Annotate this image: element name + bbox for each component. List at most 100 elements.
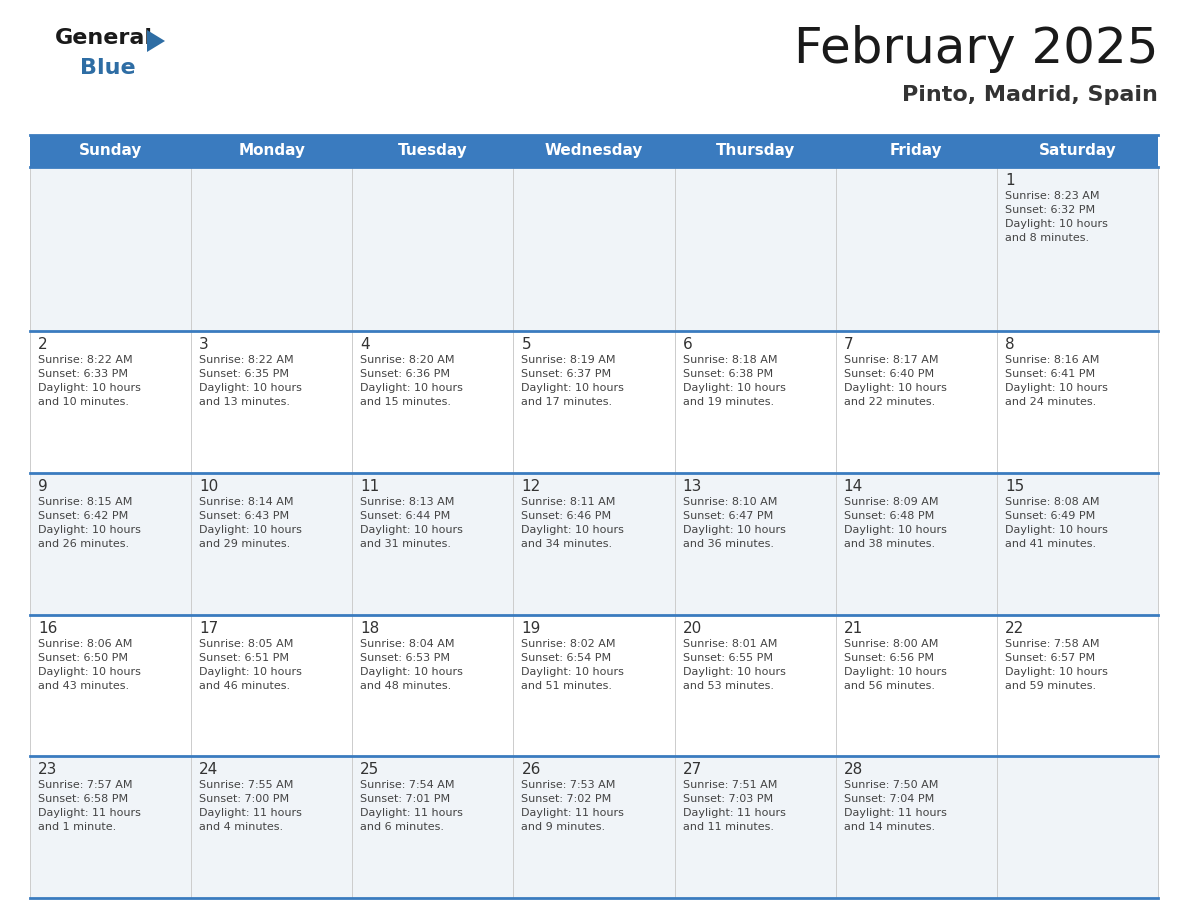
Text: Sunset: 6:42 PM: Sunset: 6:42 PM [38, 511, 128, 521]
Text: Tuesday: Tuesday [398, 143, 468, 159]
Text: Sunrise: 8:20 AM: Sunrise: 8:20 AM [360, 355, 455, 365]
Text: and 36 minutes.: and 36 minutes. [683, 539, 773, 549]
Text: 2: 2 [38, 338, 48, 353]
Text: Daylight: 10 hours: Daylight: 10 hours [38, 384, 141, 394]
Text: Sunrise: 7:55 AM: Sunrise: 7:55 AM [200, 780, 293, 790]
Text: Sunrise: 7:58 AM: Sunrise: 7:58 AM [1005, 639, 1099, 649]
Text: and 6 minutes.: and 6 minutes. [360, 823, 444, 833]
Text: Sunrise: 8:00 AM: Sunrise: 8:00 AM [843, 639, 939, 649]
Text: and 22 minutes.: and 22 minutes. [843, 397, 935, 408]
Text: Sunrise: 8:14 AM: Sunrise: 8:14 AM [200, 498, 293, 507]
Text: 27: 27 [683, 762, 702, 778]
Text: 10: 10 [200, 479, 219, 494]
Text: Sunset: 6:41 PM: Sunset: 6:41 PM [1005, 369, 1095, 379]
Text: Daylight: 10 hours: Daylight: 10 hours [522, 384, 625, 394]
Bar [353, 615, 513, 756]
Text: Sunrise: 8:13 AM: Sunrise: 8:13 AM [360, 498, 455, 507]
Text: General: General [55, 28, 153, 48]
Text: and 59 minutes.: and 59 minutes. [1005, 681, 1097, 690]
Text: 8: 8 [1005, 338, 1015, 353]
Bar [513, 331, 675, 473]
Text: Sunset: 7:00 PM: Sunset: 7:00 PM [200, 794, 289, 804]
Text: Sunrise: 8:04 AM: Sunrise: 8:04 AM [360, 639, 455, 649]
Bar [675, 473, 835, 615]
Text: Wednesday: Wednesday [545, 143, 643, 159]
Text: Sunrise: 7:54 AM: Sunrise: 7:54 AM [360, 780, 455, 790]
Text: Daylight: 10 hours: Daylight: 10 hours [683, 525, 785, 535]
Text: Daylight: 10 hours: Daylight: 10 hours [200, 525, 302, 535]
Bar [191, 331, 353, 473]
Text: Sunrise: 8:22 AM: Sunrise: 8:22 AM [200, 355, 293, 365]
Text: Sunrise: 7:57 AM: Sunrise: 7:57 AM [38, 780, 133, 790]
Text: Sunrise: 8:02 AM: Sunrise: 8:02 AM [522, 639, 615, 649]
Text: 17: 17 [200, 621, 219, 636]
Text: Sunrise: 7:51 AM: Sunrise: 7:51 AM [683, 780, 777, 790]
Text: and 29 minutes.: and 29 minutes. [200, 539, 290, 549]
Text: Monday: Monday [239, 143, 305, 159]
Bar [353, 331, 513, 473]
Bar [191, 756, 353, 898]
Text: Daylight: 11 hours: Daylight: 11 hours [522, 809, 625, 818]
Text: Sunset: 6:32 PM: Sunset: 6:32 PM [1005, 205, 1095, 215]
Text: 16: 16 [38, 621, 57, 636]
Text: 4: 4 [360, 338, 369, 353]
Text: and 4 minutes.: and 4 minutes. [200, 823, 283, 833]
Text: and 10 minutes.: and 10 minutes. [38, 397, 129, 408]
Text: 25: 25 [360, 762, 379, 778]
Text: Sunrise: 8:23 AM: Sunrise: 8:23 AM [1005, 191, 1099, 201]
Text: 15: 15 [1005, 479, 1024, 494]
Text: and 11 minutes.: and 11 minutes. [683, 823, 773, 833]
Text: and 56 minutes.: and 56 minutes. [843, 681, 935, 690]
Text: Daylight: 10 hours: Daylight: 10 hours [360, 666, 463, 677]
Text: and 17 minutes.: and 17 minutes. [522, 397, 613, 408]
Bar [353, 756, 513, 898]
Text: 11: 11 [360, 479, 379, 494]
Text: and 53 minutes.: and 53 minutes. [683, 681, 773, 690]
Text: Saturday: Saturday [1038, 143, 1117, 159]
Text: Daylight: 10 hours: Daylight: 10 hours [360, 384, 463, 394]
Bar [191, 167, 353, 331]
Bar [513, 473, 675, 615]
Text: 7: 7 [843, 338, 853, 353]
Text: Daylight: 11 hours: Daylight: 11 hours [843, 809, 947, 818]
Text: Daylight: 10 hours: Daylight: 10 hours [843, 525, 947, 535]
Text: and 26 minutes.: and 26 minutes. [38, 539, 129, 549]
Bar [997, 331, 1158, 473]
Text: Daylight: 10 hours: Daylight: 10 hours [1005, 525, 1107, 535]
Text: and 13 minutes.: and 13 minutes. [200, 397, 290, 408]
Text: Sunrise: 8:19 AM: Sunrise: 8:19 AM [522, 355, 615, 365]
Text: February 2025: February 2025 [794, 25, 1158, 73]
Text: and 1 minute.: and 1 minute. [38, 823, 116, 833]
Text: and 46 minutes.: and 46 minutes. [200, 681, 290, 690]
Text: Sunrise: 8:09 AM: Sunrise: 8:09 AM [843, 498, 939, 507]
Text: Sunrise: 8:11 AM: Sunrise: 8:11 AM [522, 498, 615, 507]
Text: 18: 18 [360, 621, 379, 636]
Text: 28: 28 [843, 762, 862, 778]
Bar [997, 167, 1158, 331]
Text: Sunrise: 8:18 AM: Sunrise: 8:18 AM [683, 355, 777, 365]
Text: Sunset: 6:51 PM: Sunset: 6:51 PM [200, 653, 289, 663]
Text: Sunset: 6:54 PM: Sunset: 6:54 PM [522, 653, 612, 663]
Bar [675, 615, 835, 756]
Text: Sunset: 6:44 PM: Sunset: 6:44 PM [360, 511, 450, 521]
Text: 21: 21 [843, 621, 862, 636]
Bar [30, 135, 1158, 167]
Text: Sunrise: 8:06 AM: Sunrise: 8:06 AM [38, 639, 132, 649]
Text: Pinto, Madrid, Spain: Pinto, Madrid, Spain [902, 85, 1158, 105]
Text: Daylight: 10 hours: Daylight: 10 hours [38, 525, 141, 535]
Text: 23: 23 [38, 762, 57, 778]
Text: Daylight: 10 hours: Daylight: 10 hours [522, 525, 625, 535]
Text: Sunrise: 8:05 AM: Sunrise: 8:05 AM [200, 639, 293, 649]
Text: Sunday: Sunday [78, 143, 143, 159]
Text: Sunset: 6:53 PM: Sunset: 6:53 PM [360, 653, 450, 663]
Text: Daylight: 10 hours: Daylight: 10 hours [1005, 666, 1107, 677]
Text: Sunset: 6:49 PM: Sunset: 6:49 PM [1005, 511, 1095, 521]
Text: Daylight: 10 hours: Daylight: 10 hours [1005, 384, 1107, 394]
Text: Daylight: 10 hours: Daylight: 10 hours [843, 384, 947, 394]
Bar [30, 473, 191, 615]
Bar [191, 615, 353, 756]
Text: Sunset: 6:33 PM: Sunset: 6:33 PM [38, 369, 128, 379]
Text: 3: 3 [200, 338, 209, 353]
Text: and 9 minutes.: and 9 minutes. [522, 823, 606, 833]
Text: Daylight: 10 hours: Daylight: 10 hours [683, 384, 785, 394]
